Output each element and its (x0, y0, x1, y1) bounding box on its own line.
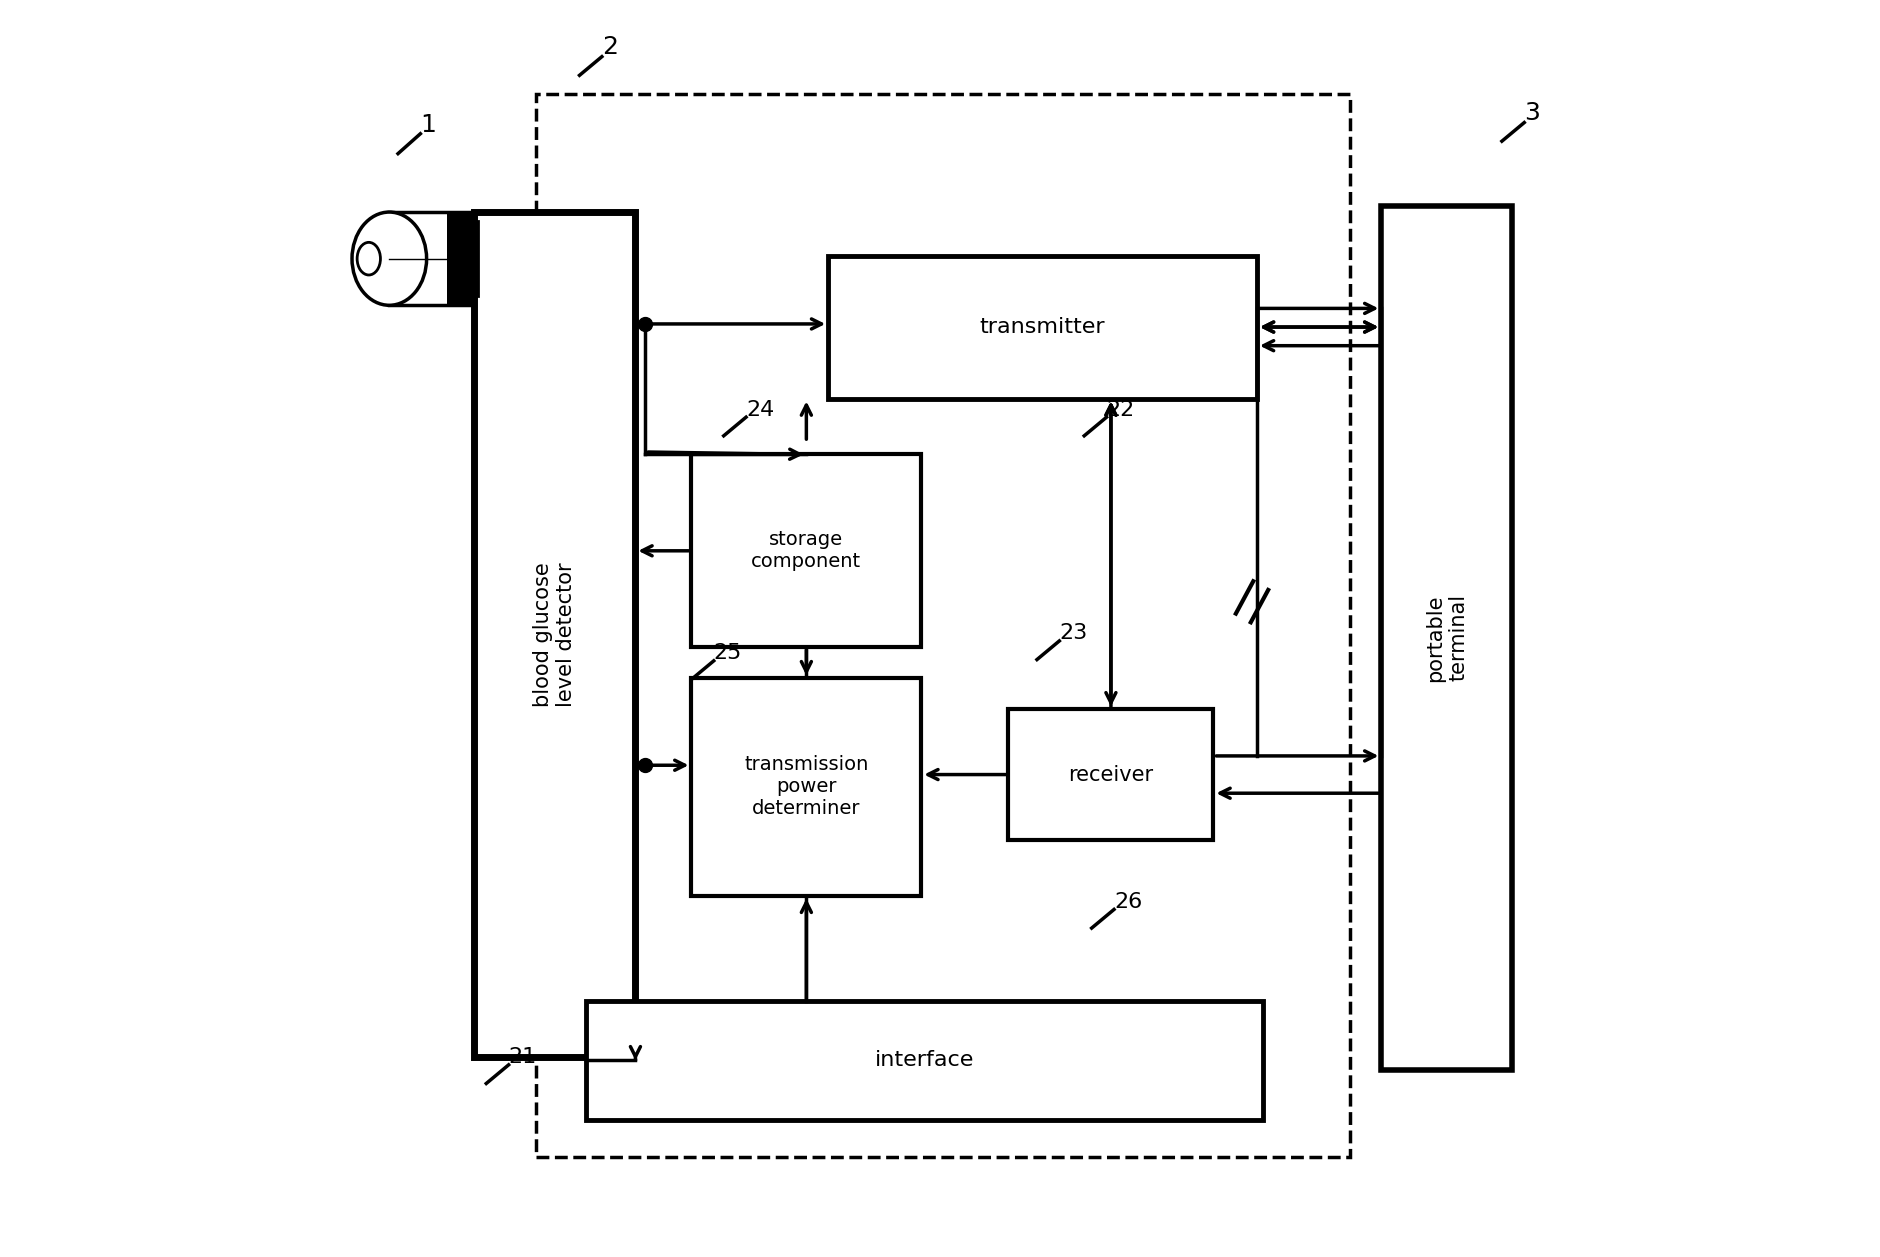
Bar (827, 255, 1258, 398)
Text: interface: interface (874, 1051, 974, 1071)
Text: 22: 22 (1107, 400, 1136, 420)
Bar (1382, 206, 1512, 1070)
Ellipse shape (352, 212, 427, 305)
Bar (470, 221, 478, 295)
Text: 21: 21 (509, 1047, 538, 1067)
Text: storage
component: storage component (752, 530, 861, 571)
Text: 26: 26 (1115, 892, 1143, 911)
Text: blood glucose
level detector: blood glucose level detector (534, 562, 577, 708)
Text: transmitter: transmitter (979, 317, 1105, 337)
Bar (692, 455, 921, 647)
Text: transmission
power
determiner: transmission power determiner (744, 755, 869, 818)
Ellipse shape (357, 243, 380, 275)
Text: 24: 24 (746, 400, 775, 420)
Text: portable
terminal: portable terminal (1425, 595, 1468, 681)
Bar (1008, 709, 1213, 840)
Text: 23: 23 (1058, 623, 1089, 644)
Bar (447, 212, 470, 305)
Text: 1: 1 (421, 113, 436, 137)
Text: 2: 2 (602, 35, 619, 59)
Bar (692, 679, 921, 896)
Text: receiver: receiver (1068, 764, 1154, 784)
Bar (587, 1002, 1263, 1120)
Text: 3: 3 (1525, 101, 1540, 124)
Bar (536, 94, 1350, 1156)
Bar (389, 212, 470, 305)
Bar (474, 212, 635, 1057)
Text: 25: 25 (714, 644, 743, 664)
